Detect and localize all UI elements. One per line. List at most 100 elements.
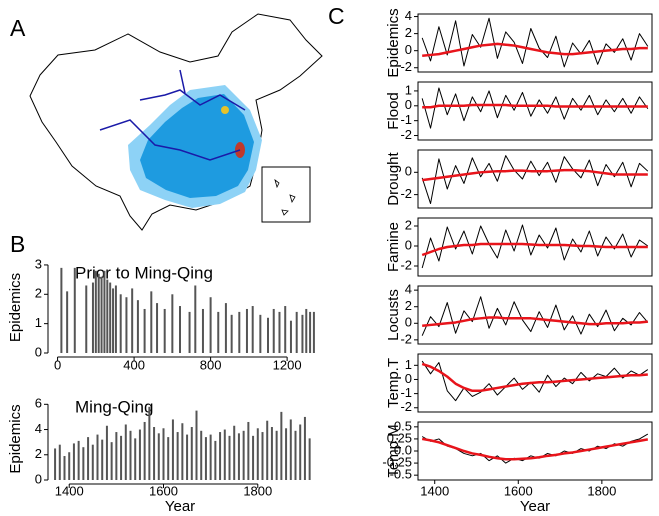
- bar: [148, 406, 151, 480]
- bar: [230, 314, 233, 353]
- bar: [58, 444, 61, 480]
- y-axis-label: Epidemics: [7, 404, 24, 473]
- inset-box: [261, 166, 311, 223]
- series-line: [421, 360, 649, 402]
- bar: [275, 430, 278, 480]
- bar: [204, 437, 207, 480]
- series-line: [422, 168, 648, 182]
- y-tick-label: 0.0: [394, 442, 412, 457]
- bar: [157, 433, 160, 480]
- bar: [224, 303, 227, 353]
- y-tick-label: 0: [405, 315, 412, 330]
- y-tick-label: 4: [405, 8, 412, 23]
- bar: [112, 288, 115, 353]
- y-tick-label: 0.25: [387, 430, 412, 445]
- bar: [266, 420, 269, 480]
- bar: [73, 267, 76, 353]
- bar: [91, 444, 94, 480]
- bar: [143, 308, 146, 353]
- y-tick-label: -1: [400, 385, 412, 400]
- bar: [256, 428, 259, 480]
- y-tick-label: 1: [405, 357, 412, 372]
- y-tick-label: 0.5: [394, 418, 412, 433]
- x-tick-label: 400: [123, 357, 145, 372]
- plot-frame: [417, 149, 653, 209]
- x-tick-label: 1800: [587, 483, 616, 498]
- bar: [278, 311, 281, 353]
- bar: [217, 311, 220, 353]
- y-tick-label: 2: [35, 286, 42, 301]
- series-line: [422, 316, 648, 328]
- hotspot: [221, 106, 229, 114]
- chart-panel: 0 2 4 6 1400 1600 1800 Ming-Qing Epidemics Year: [7, 396, 311, 515]
- y-tick-label: 0: [405, 97, 412, 112]
- bar: [91, 282, 94, 353]
- bar: [237, 433, 240, 480]
- bar: [138, 429, 141, 480]
- bar: [60, 267, 63, 353]
- y-tick-label: 1: [405, 82, 412, 97]
- bar: [242, 430, 245, 480]
- y-tick-label: -2: [400, 186, 412, 201]
- bar: [163, 308, 166, 353]
- series-line: [421, 155, 649, 205]
- bar: [194, 285, 197, 353]
- y-tick-label: 2: [405, 298, 412, 313]
- bar: [295, 311, 298, 353]
- bar: [134, 438, 137, 480]
- plot-frame: [417, 421, 653, 481]
- plot-frame: [417, 217, 653, 277]
- series-line: [421, 362, 648, 393]
- bar: [156, 303, 159, 353]
- bar: [312, 311, 315, 353]
- bar: [259, 314, 262, 353]
- y-tick-label: 6: [35, 396, 42, 411]
- bar: [223, 429, 226, 480]
- bar: [66, 291, 69, 353]
- bar: [105, 425, 108, 480]
- bar: [150, 291, 153, 353]
- bar: [94, 270, 97, 353]
- y-tick-label: 2: [35, 446, 42, 461]
- y-tick-label: 3: [35, 256, 42, 271]
- bar: [270, 427, 273, 480]
- y-axis-label: Temp.T: [385, 358, 402, 408]
- y-tick-label: 2: [405, 25, 412, 40]
- bar: [136, 300, 139, 353]
- bar: [294, 430, 297, 480]
- bar: [233, 425, 236, 480]
- x-tick-label: 0: [54, 357, 61, 372]
- y-tick-label: 0: [35, 471, 42, 486]
- bar: [238, 311, 241, 353]
- bar: [209, 434, 212, 480]
- bar: [188, 311, 191, 353]
- bar: [106, 279, 109, 353]
- bar: [299, 424, 302, 480]
- bar: [87, 437, 90, 480]
- bar: [261, 432, 264, 480]
- bar: [245, 308, 248, 353]
- bar: [153, 427, 156, 480]
- bar: [109, 282, 112, 353]
- y-axis-label: Epidemics: [385, 8, 402, 77]
- bar: [110, 442, 113, 480]
- bar: [171, 294, 174, 353]
- bar: [195, 410, 198, 480]
- river: [99, 69, 246, 161]
- bar: [120, 435, 123, 480]
- bar: [54, 448, 57, 480]
- bar: [201, 308, 204, 353]
- y-tick-label: 2: [405, 217, 412, 232]
- epidemic-density: [140, 94, 254, 198]
- series-line: [421, 437, 649, 461]
- bar: [96, 434, 99, 480]
- y-tick-label: 0: [405, 42, 412, 57]
- plot-frame: [417, 81, 653, 141]
- bar: [125, 297, 128, 353]
